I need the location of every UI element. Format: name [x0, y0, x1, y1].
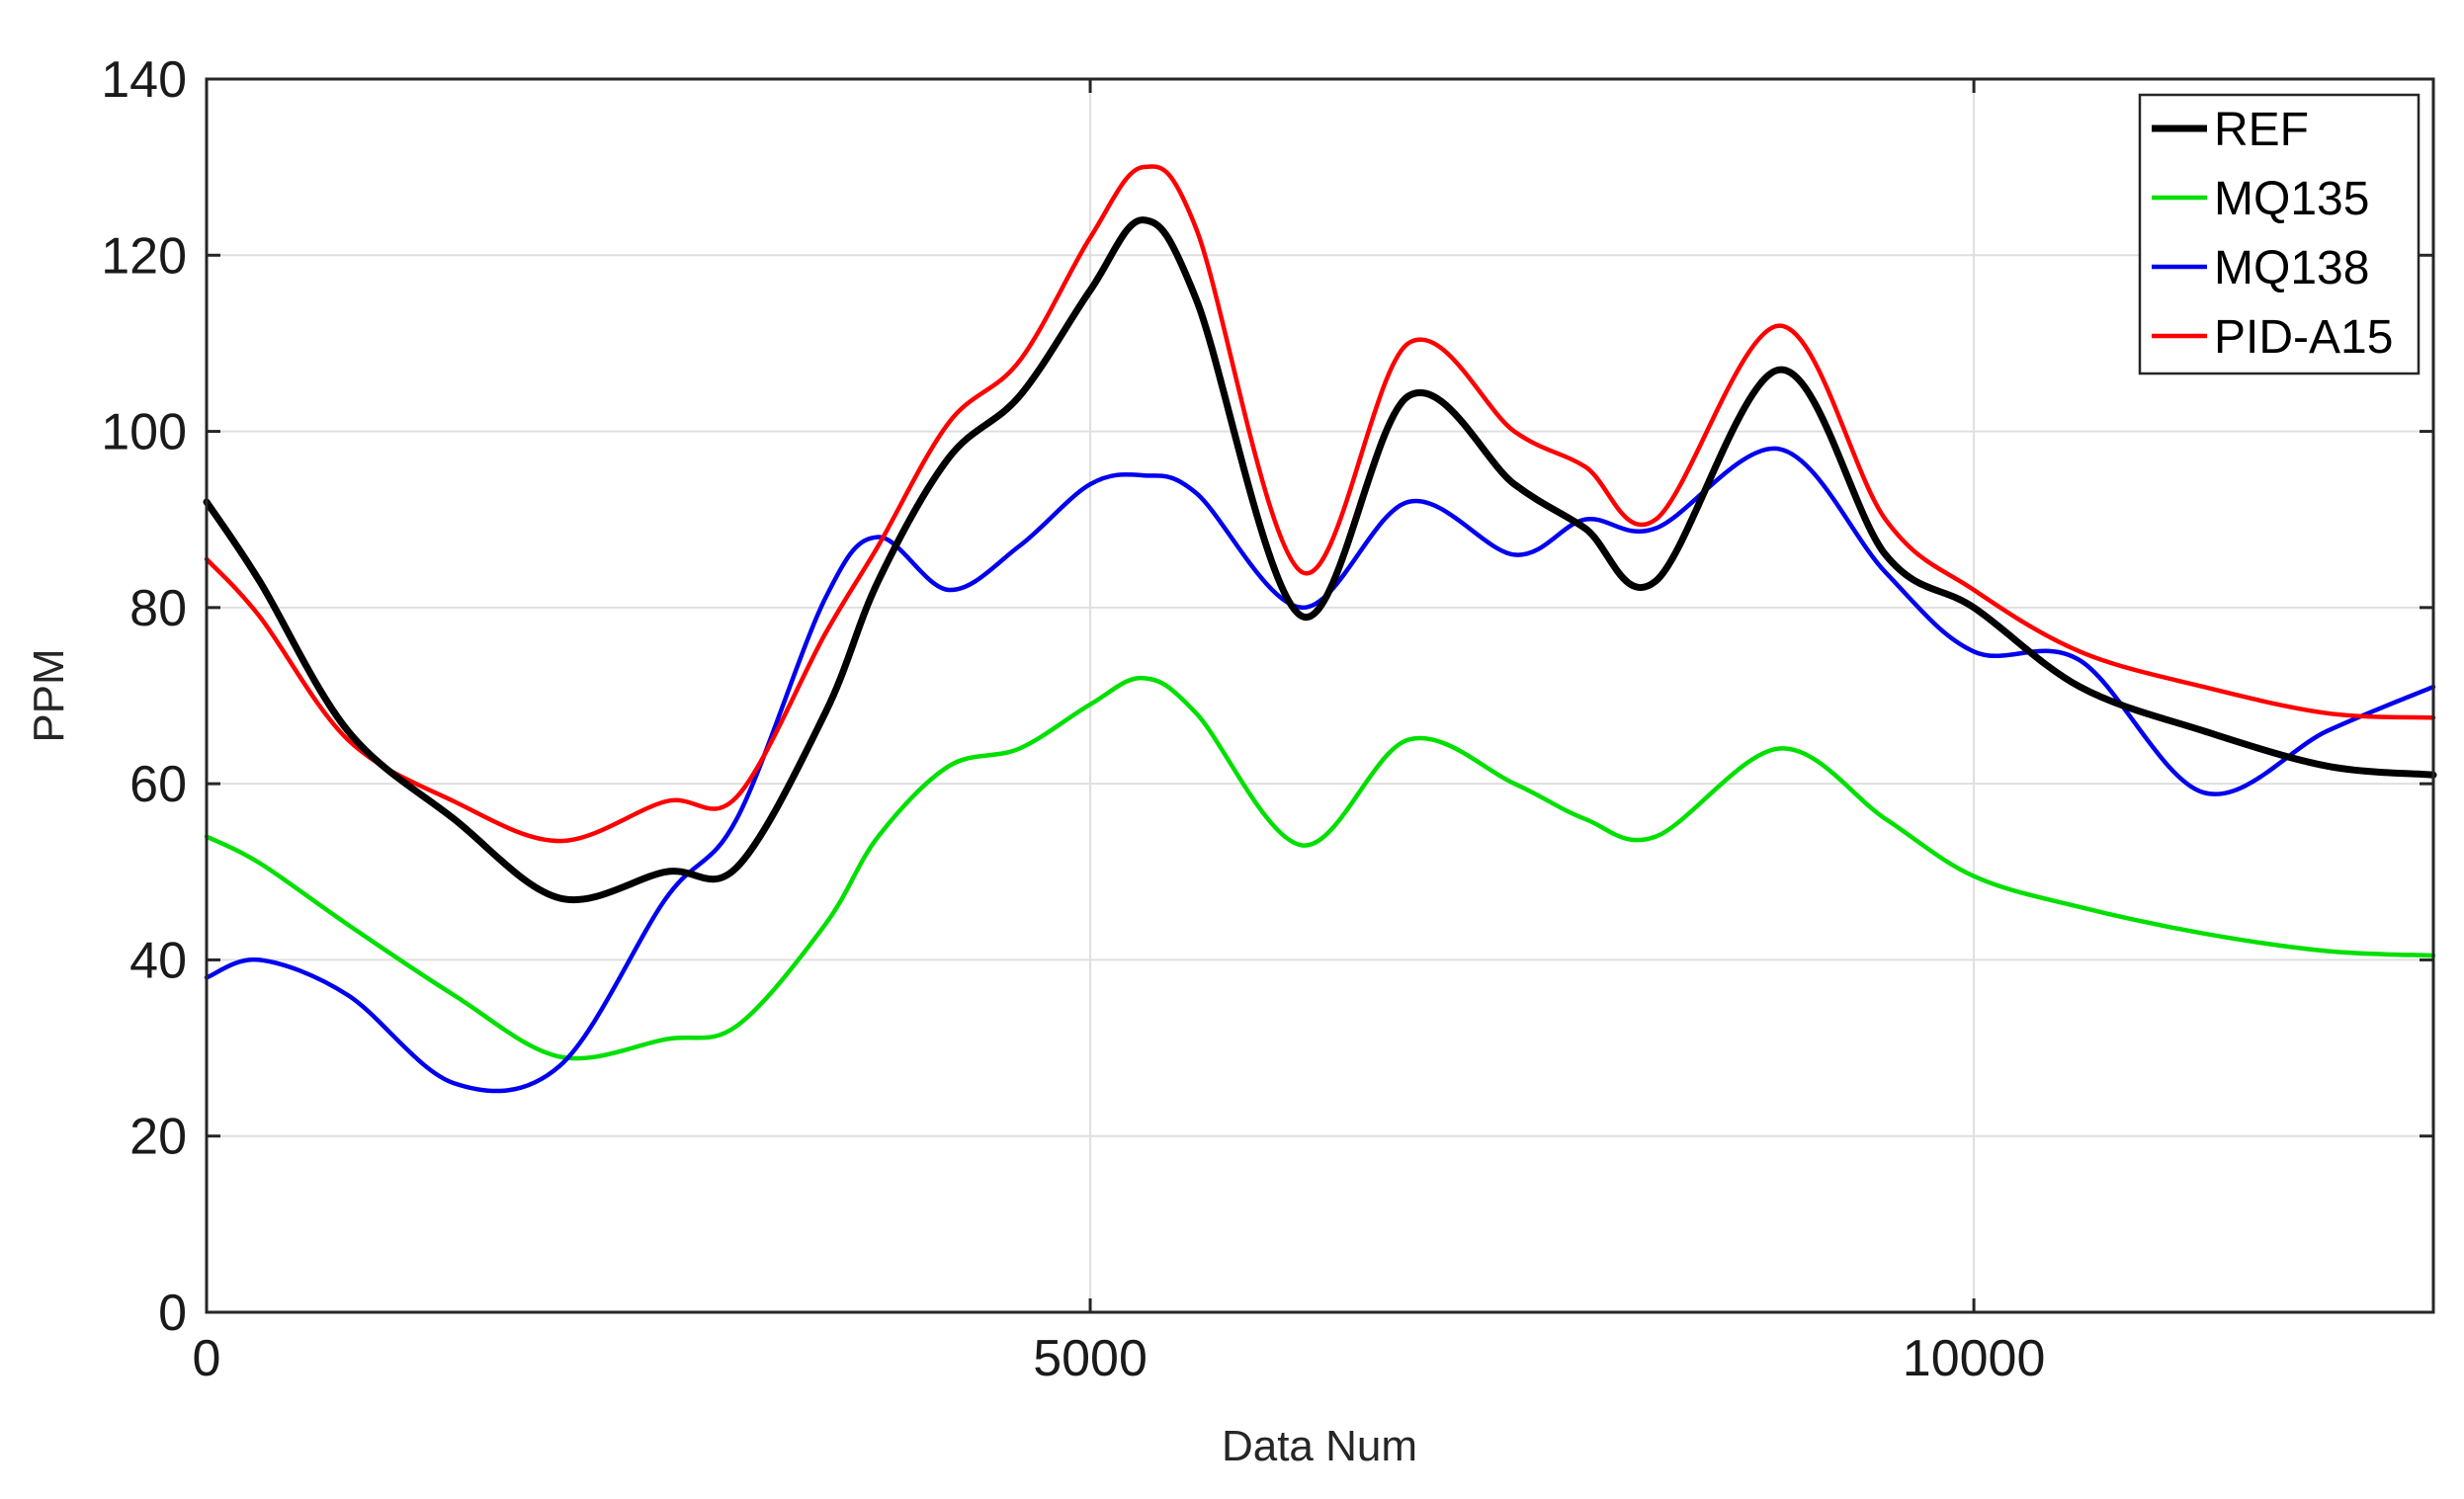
legend-label-pid-a15: PID-A15 [2214, 311, 2393, 364]
legend: REF MQ135 MQ138 PID-A15 [2138, 93, 2421, 375]
y-tick-label: 140 [101, 51, 187, 109]
legend-label-ref: REF [2214, 104, 2309, 156]
series-line-ref [203, 216, 2437, 904]
series-line-mq135 [204, 675, 2436, 1061]
x-tick-label: 5000 [1033, 1330, 1147, 1387]
y-tick-label: 60 [129, 756, 187, 813]
y-axis-label: PPM [25, 648, 73, 742]
series-lines [203, 164, 2437, 1094]
legend-label-mq135: MQ135 [2214, 173, 2369, 225]
y-tick-label: 100 [101, 404, 187, 461]
axes-box [205, 77, 2435, 1314]
y-tick-label: 40 [129, 932, 187, 989]
y-tick-label: 20 [129, 1109, 187, 1166]
x-axis-label: Data Num [1222, 1422, 1417, 1470]
y-tick-label: 0 [158, 1285, 187, 1342]
series-line-mq138 [204, 446, 2436, 1094]
x-tick-label: 10000 [1903, 1330, 2046, 1387]
y-tick-label: 80 [129, 580, 187, 637]
y-tick-label: 120 [101, 227, 187, 285]
legend-label-mq138: MQ138 [2214, 242, 2369, 294]
legend-box [2138, 93, 2421, 375]
axis-ticks: 0 5000 10000 0 20 40 60 80 100 120 140 [101, 51, 2433, 1387]
series-line-pid-a15 [204, 164, 2436, 844]
x-tick-label: 0 [193, 1330, 221, 1387]
